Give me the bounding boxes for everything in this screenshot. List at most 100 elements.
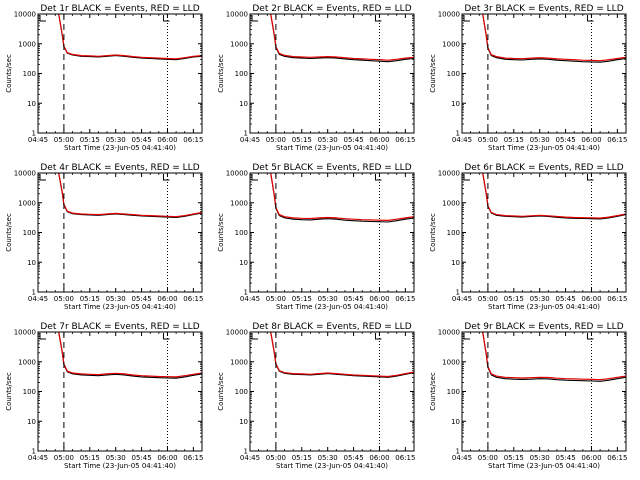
end-bracket-mark	[374, 174, 382, 181]
x-tick-label: 06:15	[395, 136, 415, 144]
y-tick-label: 10	[27, 418, 36, 426]
y-axis-label: Counts/sec	[217, 213, 225, 252]
black-series-line	[482, 332, 626, 382]
x-tick-label: 04:45	[28, 454, 48, 462]
x-tick-label: 05:30	[106, 295, 126, 303]
x-tick-label: 05:45	[555, 295, 575, 303]
x-tick-label: 05:45	[555, 454, 575, 462]
start-bracket-mark	[39, 174, 46, 181]
detector-panel-5: Det 5r BLACK = Events, RED = LLD 1 10 100 10…	[217, 163, 415, 311]
y-tick-label: 1	[456, 289, 460, 297]
y-tick-label: 1	[456, 130, 460, 138]
plot-frame	[461, 331, 627, 452]
x-tick-label: 05:15	[292, 295, 312, 303]
x-tick-label: 04:45	[240, 136, 260, 144]
y-axis-label: Counts/sec	[5, 213, 13, 252]
plot-frame	[461, 172, 627, 293]
y-tick-label: 1	[32, 289, 36, 297]
black-series-line	[58, 332, 202, 379]
start-bracket-mark	[251, 15, 258, 22]
x-tick-label: 06:00	[581, 454, 601, 462]
red-series-line	[482, 14, 626, 62]
red-series-line	[482, 332, 626, 381]
y-tick-label: 1	[32, 130, 36, 138]
x-tick-label: 06:15	[395, 454, 415, 462]
y-tick-label: 100	[23, 70, 36, 78]
x-tick-label: 05:15	[292, 136, 312, 144]
x-axis-label: Start Time (23-Jun-05 04:41:40)	[488, 144, 600, 152]
y-tick-label: 1000	[442, 199, 460, 207]
y-tick-label: 1	[244, 130, 248, 138]
y-tick-label: 100	[23, 229, 36, 237]
x-tick-label: 05:00	[266, 136, 286, 144]
x-tick-label: 06:00	[157, 295, 177, 303]
detector-panel-2: Det 2r BLACK = Events, RED = LLD 1 10 100 10…	[217, 4, 415, 152]
y-axis-label: Counts/sec	[5, 54, 13, 93]
y-tick-label: 1	[244, 289, 248, 297]
x-tick-label: 05:00	[54, 295, 74, 303]
x-tick-label: 06:00	[581, 295, 601, 303]
y-tick-label: 10000	[226, 329, 248, 337]
x-tick-label: 06:00	[369, 136, 389, 144]
red-series-line	[58, 332, 202, 378]
plot-frame	[249, 331, 415, 452]
black-series-line	[270, 332, 414, 378]
start-bracket-mark	[463, 174, 470, 181]
black-series-line	[58, 14, 202, 61]
x-axis-label: Start Time (23-Jun-05 04:41:40)	[276, 144, 388, 152]
red-series-line	[270, 173, 414, 222]
black-series-line	[270, 173, 414, 223]
y-tick-label: 10	[239, 100, 248, 108]
y-tick-label: 10000	[14, 11, 36, 19]
end-bracket-mark	[586, 174, 594, 181]
plot-frame	[249, 172, 415, 293]
plot-frame	[37, 172, 203, 293]
x-tick-label: 05:30	[318, 136, 338, 144]
y-tick-label: 100	[447, 229, 460, 237]
start-bracket-mark	[463, 15, 470, 22]
y-tick-label: 1000	[442, 358, 460, 366]
black-series-line	[270, 14, 414, 63]
x-tick-label: 05:00	[478, 136, 498, 144]
x-tick-label: 04:45	[452, 136, 472, 144]
end-bracket-mark	[162, 174, 170, 181]
y-tick-label: 1000	[18, 199, 36, 207]
detector-panel-9: Det 9r BLACK = Events, RED = LLD 1 10 100 10…	[429, 322, 627, 470]
x-tick-label: 06:00	[369, 295, 389, 303]
end-bracket-mark	[162, 333, 170, 340]
end-bracket-mark	[374, 333, 382, 340]
y-tick-label: 100	[235, 229, 248, 237]
x-tick-label: 05:00	[54, 454, 74, 462]
y-tick-label: 10	[239, 418, 248, 426]
x-tick-label: 06:00	[369, 454, 389, 462]
x-tick-label: 05:30	[318, 295, 338, 303]
detector-panel-3: Det 3r BLACK = Events, RED = LLD 1 10 100 10…	[429, 4, 627, 152]
x-tick-label: 05:15	[504, 454, 524, 462]
x-tick-label: 06:15	[183, 295, 203, 303]
panel-title: Det 5r BLACK = Events, RED = LLD	[252, 163, 411, 173]
y-tick-label: 10	[451, 259, 460, 267]
panel-title: Det 2r BLACK = Events, RED = LLD	[252, 4, 411, 14]
detector-panel-7: Det 7r BLACK = Events, RED = LLD 1 10 100 10…	[5, 322, 203, 470]
x-tick-label: 05:30	[530, 136, 550, 144]
x-axis-label: Start Time (23-Jun-05 04:41:40)	[64, 462, 176, 470]
x-tick-label: 05:00	[266, 295, 286, 303]
x-tick-label: 05:30	[318, 454, 338, 462]
red-series-line	[58, 173, 202, 218]
x-tick-label: 06:00	[157, 136, 177, 144]
panel-title: Det 1r BLACK = Events, RED = LLD	[40, 4, 199, 14]
red-series-line	[482, 173, 626, 219]
x-tick-label: 06:15	[607, 295, 627, 303]
x-axis-label: Start Time (23-Jun-05 04:41:40)	[64, 303, 176, 311]
x-tick-label: 05:45	[131, 295, 151, 303]
x-tick-label: 05:45	[555, 136, 575, 144]
y-tick-label: 100	[23, 388, 36, 396]
y-tick-label: 1000	[230, 358, 248, 366]
x-tick-label: 04:45	[452, 295, 472, 303]
x-tick-label: 05:00	[54, 136, 74, 144]
y-tick-label: 1000	[18, 358, 36, 366]
y-tick-label: 10000	[438, 170, 460, 178]
y-tick-label: 1000	[230, 199, 248, 207]
x-tick-label: 05:30	[106, 454, 126, 462]
